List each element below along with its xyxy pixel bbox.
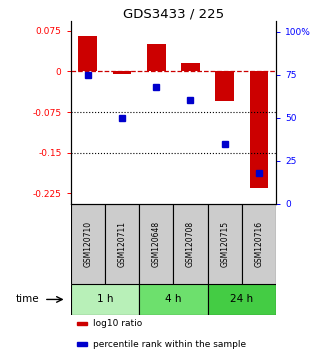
Bar — [71, 284, 139, 315]
Text: GSM120710: GSM120710 — [83, 221, 92, 267]
Bar — [113, 72, 131, 74]
Text: percentile rank within the sample: percentile rank within the sample — [93, 339, 246, 349]
Text: time: time — [16, 295, 40, 304]
Bar — [208, 284, 276, 315]
Text: GSM120708: GSM120708 — [186, 221, 195, 267]
Bar — [77, 322, 87, 325]
Bar — [215, 72, 234, 101]
Text: GSM120715: GSM120715 — [220, 221, 229, 267]
Bar — [77, 342, 87, 346]
Title: GDS3433 / 225: GDS3433 / 225 — [123, 7, 224, 20]
Bar — [139, 204, 173, 284]
Bar — [173, 204, 208, 284]
Text: log10 ratio: log10 ratio — [93, 319, 143, 328]
Text: GSM120648: GSM120648 — [152, 221, 161, 267]
Bar — [181, 63, 200, 72]
Text: GSM120716: GSM120716 — [255, 221, 264, 267]
Text: GSM120711: GSM120711 — [117, 221, 126, 267]
Bar — [208, 204, 242, 284]
Bar — [249, 72, 268, 188]
Bar — [105, 204, 139, 284]
Text: 4 h: 4 h — [165, 295, 182, 304]
Bar — [147, 45, 166, 72]
Bar — [78, 36, 97, 72]
Bar — [139, 284, 208, 315]
Text: 24 h: 24 h — [230, 295, 253, 304]
Bar — [71, 204, 105, 284]
Text: 1 h: 1 h — [97, 295, 113, 304]
Bar — [242, 204, 276, 284]
